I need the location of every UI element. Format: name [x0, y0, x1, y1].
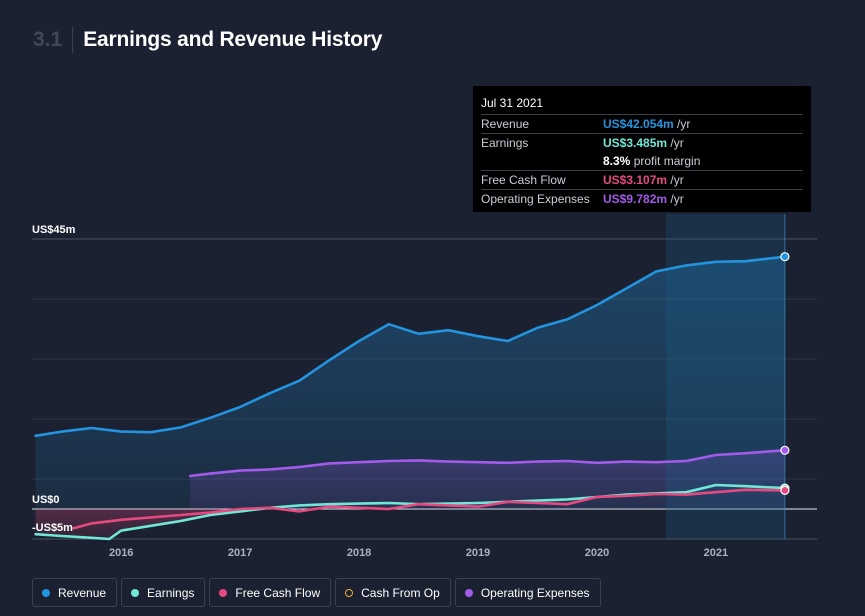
free-cash-flow-line — [72, 488, 787, 530]
x-tick-label: 2016 — [109, 547, 133, 559]
tooltip-opex-value: US$9.782m — [603, 192, 668, 206]
x-tick-label: 2018 — [347, 547, 371, 559]
legend-label: Free Cash Flow — [235, 585, 321, 600]
legend-free-cash-flow[interactable]: Free Cash Flow — [209, 578, 332, 607]
legend-revenue[interactable]: Revenue — [32, 578, 118, 607]
y-tick-label: US$45m — [32, 224, 76, 236]
legend-cash-from-op[interactable]: Cash From Op — [335, 578, 451, 607]
x-tick-label: 2017 — [228, 547, 252, 559]
tooltip-label: Revenue — [481, 117, 530, 131]
legend-dot-icon — [219, 588, 228, 597]
tooltip-row-opex: Operating Expenses US$9.782m /yr — [481, 190, 803, 208]
tooltip-revenue-value: US$42.054m — [603, 117, 674, 131]
legend-ring-icon — [345, 588, 354, 597]
tooltip-profit-margin-value: 8.3% — [603, 154, 631, 168]
tooltip-label: Earnings — [481, 136, 529, 150]
legend-earnings[interactable]: Earnings — [121, 578, 206, 607]
operating-expenses-end-point — [780, 445, 790, 455]
legend-dot-icon — [464, 588, 473, 597]
tooltip-unit: /yr — [667, 173, 684, 187]
tooltip-date: Jul 31 2021 — [481, 94, 803, 115]
revenue-end-point — [780, 252, 790, 262]
tooltip-profit-margin-text: profit margin — [630, 154, 701, 168]
section-number: 3.1 — [33, 28, 63, 51]
tooltip-label: Free Cash Flow — [481, 173, 566, 187]
x-tick-label: 2019 — [466, 547, 490, 559]
revenue-line — [34, 255, 787, 438]
tooltip-unit: /yr — [667, 192, 684, 206]
header-divider — [72, 27, 74, 53]
tooltip-unit: /yr — [667, 136, 684, 150]
tooltip-unit: /yr — [673, 117, 691, 131]
legend-operating-expenses[interactable]: Operating Expenses — [454, 578, 601, 607]
legend-label: Cash From Op — [361, 585, 440, 600]
legend-dot-icon — [131, 588, 140, 597]
x-tick-label: 2020 — [585, 547, 609, 559]
legend-dot-icon — [42, 588, 50, 597]
x-tick-label: 2021 — [704, 547, 728, 559]
negative-area — [35, 509, 785, 539]
chart-tooltip: Jul 31 2021 Revenue US$42.054m /yr Earni… — [473, 86, 811, 212]
legend-label: Operating Expenses — [480, 585, 590, 600]
operating-expenses-line — [188, 449, 787, 478]
tooltip-row-earnings: Earnings US$3.485m /yr 8.3% profit margi… — [481, 134, 803, 171]
chart-legend: Revenue Earnings Free Cash Flow Cash Fro… — [32, 578, 601, 607]
series-lines — [34, 252, 790, 541]
tooltip-label: Operating Expenses — [481, 192, 590, 206]
tooltip-row-revenue: Revenue US$42.054m /yr — [481, 115, 803, 134]
tooltip-fcf-value: US$3.107m — [603, 173, 668, 187]
legend-label: Revenue — [58, 585, 107, 600]
page-title: Earnings and Revenue History — [83, 28, 383, 51]
tooltip-row-fcf: Free Cash Flow US$3.107m /yr — [481, 171, 803, 190]
revenue-area — [35, 256, 785, 509]
tooltip-earnings-value: US$3.485m — [603, 136, 668, 150]
free-cash-flow-end-point — [780, 485, 790, 495]
y-tick-label: US$0 — [32, 494, 60, 506]
axis-labels: US$45m US$0 -US$5m 2016 2017 2018 2019 2020 2021 — [32, 224, 728, 559]
y-tick-label: -US$5m — [32, 522, 73, 534]
section-header: 3.1 Earnings and Revenue History — [33, 26, 382, 54]
legend-label: Earnings — [147, 585, 195, 600]
